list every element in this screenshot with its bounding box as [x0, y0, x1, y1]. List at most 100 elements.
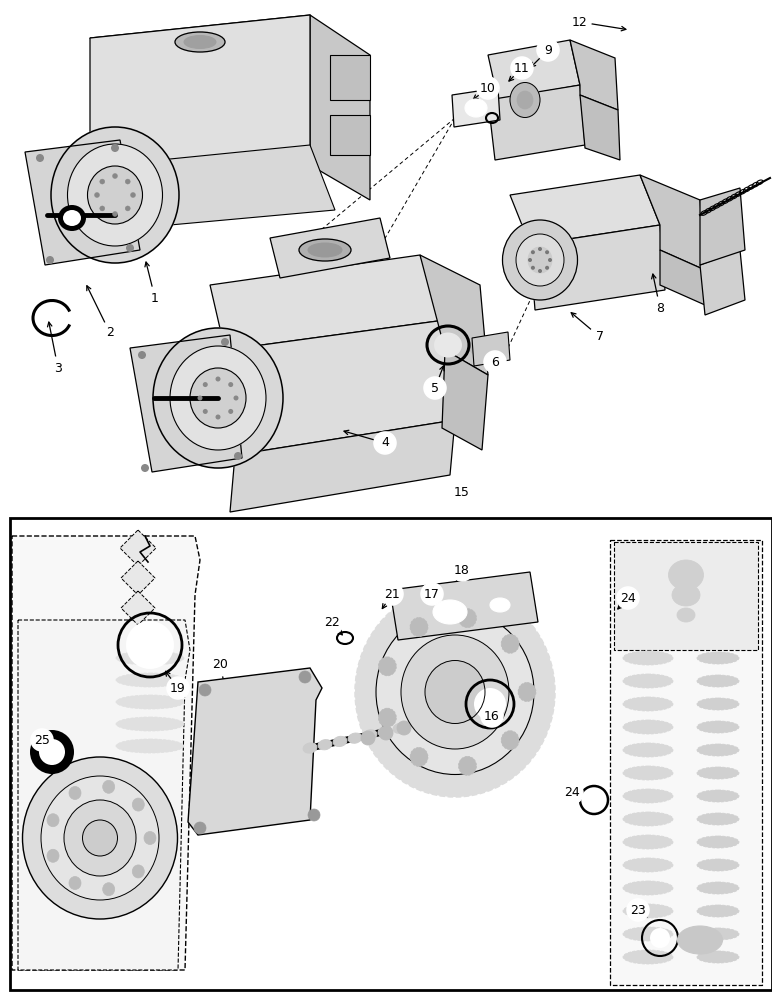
Polygon shape: [700, 250, 745, 315]
Ellipse shape: [125, 206, 130, 211]
Ellipse shape: [63, 210, 81, 226]
Ellipse shape: [116, 695, 184, 709]
Ellipse shape: [517, 91, 533, 109]
Ellipse shape: [531, 250, 535, 254]
Polygon shape: [230, 420, 455, 512]
Ellipse shape: [83, 820, 117, 856]
Circle shape: [481, 705, 503, 727]
Ellipse shape: [623, 674, 673, 688]
Text: 4: 4: [381, 436, 389, 450]
Circle shape: [167, 677, 189, 699]
Text: 20: 20: [212, 658, 228, 672]
Ellipse shape: [548, 258, 552, 262]
Ellipse shape: [363, 730, 377, 740]
Ellipse shape: [47, 814, 59, 827]
Ellipse shape: [64, 800, 136, 876]
Polygon shape: [225, 320, 455, 455]
Circle shape: [511, 57, 533, 79]
Ellipse shape: [51, 127, 179, 263]
Ellipse shape: [623, 881, 673, 895]
Ellipse shape: [528, 247, 552, 273]
Text: 8: 8: [656, 302, 664, 314]
Ellipse shape: [58, 205, 86, 231]
Text: 24: 24: [564, 786, 580, 800]
Ellipse shape: [545, 266, 549, 270]
Ellipse shape: [623, 651, 673, 665]
Ellipse shape: [348, 733, 362, 743]
Polygon shape: [488, 40, 580, 100]
Ellipse shape: [190, 368, 246, 428]
Ellipse shape: [132, 865, 144, 878]
Ellipse shape: [623, 835, 673, 849]
Ellipse shape: [697, 951, 739, 963]
Ellipse shape: [433, 600, 467, 624]
Ellipse shape: [623, 720, 673, 734]
Ellipse shape: [697, 721, 739, 733]
Polygon shape: [488, 85, 585, 160]
Ellipse shape: [623, 927, 673, 941]
Polygon shape: [110, 145, 335, 230]
Polygon shape: [640, 175, 705, 270]
Polygon shape: [130, 335, 242, 472]
Ellipse shape: [623, 904, 673, 918]
Ellipse shape: [229, 409, 233, 414]
Text: 1: 1: [151, 292, 159, 304]
Polygon shape: [90, 15, 335, 78]
Ellipse shape: [518, 682, 536, 702]
Ellipse shape: [434, 332, 462, 358]
Ellipse shape: [697, 652, 739, 664]
Ellipse shape: [490, 598, 510, 612]
Ellipse shape: [510, 83, 540, 117]
Circle shape: [424, 377, 446, 399]
Polygon shape: [580, 95, 620, 160]
Circle shape: [537, 39, 559, 61]
Polygon shape: [330, 115, 370, 155]
Polygon shape: [420, 255, 488, 375]
Ellipse shape: [545, 250, 549, 254]
Circle shape: [450, 481, 474, 505]
Ellipse shape: [67, 144, 162, 246]
Ellipse shape: [531, 266, 535, 270]
Circle shape: [209, 654, 231, 676]
Ellipse shape: [175, 32, 225, 52]
Ellipse shape: [470, 340, 490, 356]
Circle shape: [397, 721, 411, 735]
Ellipse shape: [113, 174, 117, 178]
Ellipse shape: [144, 832, 156, 844]
Circle shape: [484, 351, 506, 373]
Circle shape: [36, 154, 44, 162]
Ellipse shape: [153, 328, 283, 468]
Ellipse shape: [516, 234, 564, 286]
Ellipse shape: [116, 651, 184, 665]
Circle shape: [126, 244, 134, 252]
Circle shape: [381, 583, 403, 605]
Ellipse shape: [528, 258, 532, 262]
Ellipse shape: [623, 812, 673, 826]
Polygon shape: [442, 350, 488, 450]
Circle shape: [361, 731, 375, 745]
Ellipse shape: [697, 836, 739, 848]
Ellipse shape: [697, 859, 739, 871]
Text: 3: 3: [54, 361, 62, 374]
Ellipse shape: [623, 743, 673, 757]
Polygon shape: [390, 572, 538, 640]
Ellipse shape: [401, 635, 509, 749]
Circle shape: [30, 730, 74, 774]
Text: 17: 17: [424, 587, 440, 600]
Ellipse shape: [378, 708, 396, 727]
Ellipse shape: [299, 239, 351, 261]
Ellipse shape: [103, 780, 115, 793]
Ellipse shape: [376, 609, 534, 774]
Text: 2: 2: [106, 326, 114, 340]
Text: 25: 25: [34, 734, 50, 746]
Ellipse shape: [459, 609, 476, 628]
Circle shape: [649, 297, 671, 319]
Ellipse shape: [170, 346, 266, 450]
Polygon shape: [210, 255, 445, 350]
Polygon shape: [270, 218, 390, 278]
Ellipse shape: [459, 756, 476, 775]
Ellipse shape: [215, 414, 221, 420]
Ellipse shape: [318, 740, 332, 750]
Ellipse shape: [697, 813, 739, 825]
Circle shape: [111, 144, 119, 152]
